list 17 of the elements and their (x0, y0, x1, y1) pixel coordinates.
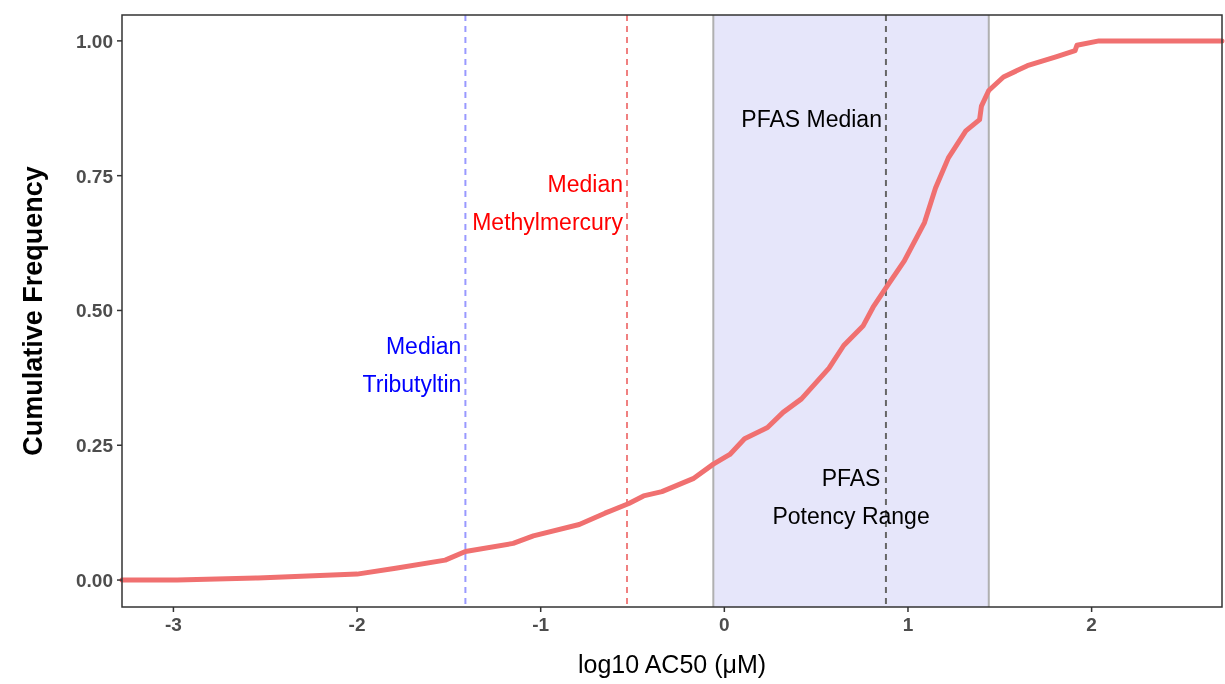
x-tick-label: 2 (1086, 614, 1097, 635)
y-axis-title: Cumulative Frequency (18, 166, 48, 456)
y-tick-label: 0.50 (76, 300, 113, 322)
ref-line-label: Median Tributyltin (362, 332, 462, 397)
x-tick-label: -1 (532, 614, 550, 635)
y-tick-label: 0.75 (76, 165, 114, 187)
x-axis-title: log10 AC50 (μM) (577, 650, 767, 678)
y-tick-label: 0.25 (76, 435, 114, 457)
ref-line-label: Median Methylmercury (472, 170, 624, 235)
band-label: PFAS Potency Range (772, 464, 930, 529)
x-tick-label: 0 (719, 614, 730, 635)
y-tick-label: 0.00 (76, 570, 113, 592)
y-tick-label: 1.00 (76, 30, 113, 52)
ref-line-label: PFAS Median (741, 106, 882, 133)
x-tick-label: -2 (348, 614, 366, 635)
x-tick-label: -3 (164, 614, 182, 635)
x-tick-label: 1 (902, 614, 914, 635)
